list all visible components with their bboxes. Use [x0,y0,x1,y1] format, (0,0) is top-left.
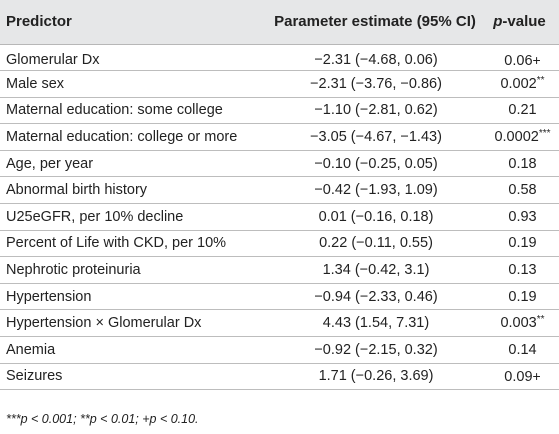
significance-mark: + [532,51,541,68]
table-row: Maternal education: some college −1.10 (−… [0,97,559,124]
pvalue-number: 0.002 [500,75,537,92]
cell-predictor: Hypertension × Glomerular Dx [6,315,202,332]
cell-estimate: −0.92 (−2.15, 0.32) [314,341,438,358]
cell-pvalue: 0.19 [480,283,559,310]
cell-estimate: −2.31 (−4.68, 0.06) [314,52,438,69]
table-row: U25eGFR, per 10% decline 0.01 (−0.16, 0.1… [0,204,559,231]
significance-mark: + [532,367,541,384]
cell-estimate: 0.01 (−0.16, 0.18) [318,208,434,225]
table-row: Nephrotic proteinuria 1.34 (−0.42, 3.1) 0.… [0,257,559,284]
table-footnote: ***p < 0.001; **p < 0.01; +p < 0.10. [6,412,199,426]
cell-predictor: Anemia [6,341,56,358]
cell-pvalue: 0.93 [480,204,559,231]
cell-pvalue: 0.21 [480,97,559,124]
cell-predictor: Nephrotic proteinuria [6,262,141,279]
table-row: Percent of Life with CKD, per 10% 0.22 (−… [0,230,559,257]
table-header: Predictor Parameter estimate (95% CI) p-… [0,0,559,45]
results-table-container: Predictor Parameter estimate (95% CI) p-… [0,0,559,390]
significance-mark: ** [536,74,545,86]
cell-pvalue: 0.06+ [480,44,559,71]
cell-pvalue: 0.002** [480,71,559,98]
cell-estimate: −2.31 (−3.76, −0.86) [310,75,442,92]
cell-predictor: U25eGFR, per 10% decline [6,208,184,225]
cell-predictor: Abnormal birth history [6,182,148,199]
cell-estimate: 1.71 (−0.26, 3.69) [318,368,434,385]
cell-predictor: Percent of Life with CKD, per 10% [6,235,227,252]
cell-predictor: Age, per year [6,155,94,172]
pvalue-number: 0.09 [504,368,533,385]
cell-pvalue: 0.0002*** [480,124,559,151]
table-row: Abnormal birth history −0.42 (−1.93, 1.09… [0,177,559,204]
header-pvalue-italic: p [493,13,503,31]
pvalue-number: 0.19 [508,235,537,252]
table-row: Glomerular Dx −2.31 (−4.68, 0.06) 0.06+ [0,44,559,71]
table-row: Hypertension −0.94 (−2.33, 0.46) 0.19 [0,283,559,310]
cell-predictor: Maternal education: some college [6,102,223,119]
cell-estimate: −0.42 (−1.93, 1.09) [314,182,438,199]
cell-estimate: 4.43 (1.54, 7.31) [322,315,430,332]
pvalue-number: 0.06 [504,52,533,69]
header-pvalue-rest: -value [502,13,546,31]
cell-predictor: Glomerular Dx [6,52,100,69]
pvalue-number: 0.0002 [494,129,539,146]
header-row: Predictor Parameter estimate (95% CI) p-… [0,0,559,45]
significance-mark: *** [538,128,551,140]
cell-pvalue: 0.19 [480,230,559,257]
cell-estimate: 0.22 (−0.11, 0.55) [319,235,433,252]
pvalue-number: 0.19 [508,288,537,305]
pvalue-number: 0.18 [508,155,537,172]
cell-predictor: Maternal education: college or more [6,129,238,146]
table-row: Maternal education: college or more −3.05… [0,124,559,151]
cell-estimate: −1.10 (−2.81, 0.62) [314,102,438,119]
header-estimate: Parameter estimate (95% CI) [252,0,480,45]
cell-pvalue: 0.09+ [480,363,559,390]
table-row: Age, per year −0.10 (−0.25, 0.05) 0.18 [0,150,559,177]
cell-estimate: −3.05 (−4.67, −1.43) [310,129,442,146]
cell-estimate: 1.34 (−0.42, 3.1) [322,262,430,279]
cell-pvalue: 0.58 [480,177,559,204]
pvalue-number: 0.14 [508,341,537,358]
cell-pvalue: 0.003** [480,310,559,337]
pvalue-number: 0.13 [508,262,537,279]
cell-pvalue: 0.14 [480,337,559,364]
cell-predictor: Male sex [6,75,65,92]
pvalue-number: 0.003 [500,315,537,332]
cell-estimate: −0.94 (−2.33, 0.46) [314,288,438,305]
results-table: Predictor Parameter estimate (95% CI) p-… [0,0,559,390]
table-row: Seizures 1.71 (−0.26, 3.69) 0.09+ [0,363,559,390]
cell-pvalue: 0.18 [480,150,559,177]
header-predictor: Predictor [0,0,252,45]
table-body: Glomerular Dx −2.31 (−4.68, 0.06) 0.06+ Mal… [0,44,559,390]
header-pvalue: p-value [480,0,559,45]
table-row: Anemia −0.92 (−2.15, 0.32) 0.14 [0,337,559,364]
cell-predictor: Hypertension [6,288,92,305]
pvalue-number: 0.21 [508,102,537,119]
table-row: Male sex −2.31 (−3.76, −0.86) 0.002** [0,71,559,98]
cell-predictor: Seizures [6,368,63,385]
cell-pvalue: 0.13 [480,257,559,284]
pvalue-number: 0.93 [508,208,537,225]
cell-estimate: −0.10 (−0.25, 0.05) [314,155,438,172]
pvalue-number: 0.58 [508,182,537,199]
table-row: Hypertension × Glomerular Dx 4.43 (1.54, … [0,310,559,337]
significance-mark: ** [536,314,545,326]
